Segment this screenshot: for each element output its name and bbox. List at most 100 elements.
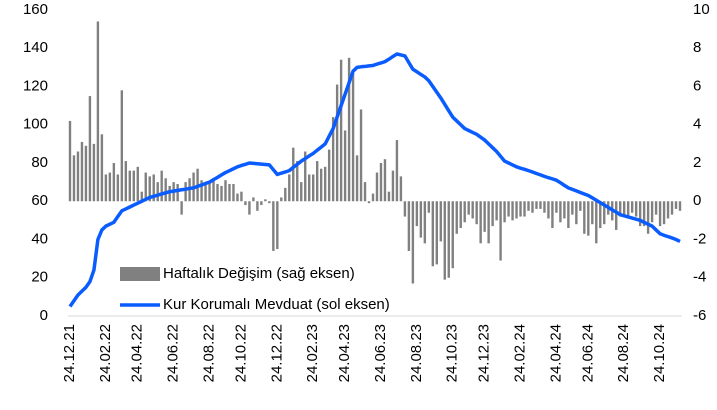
bar — [128, 170, 131, 202]
bar — [515, 201, 518, 219]
bar — [583, 201, 586, 234]
bar — [331, 117, 335, 202]
x-tick-label: 24.12.23 — [476, 324, 493, 382]
bar — [292, 147, 295, 202]
bar — [650, 201, 654, 223]
bar — [88, 96, 92, 202]
bar — [108, 172, 112, 202]
bar — [76, 151, 80, 202]
x-tick-label: 24.08.24 — [615, 324, 632, 382]
bar — [674, 201, 678, 209]
y2-tick-label: 0 — [693, 192, 701, 209]
bar — [152, 174, 155, 202]
y-tick-label: 100 — [23, 116, 48, 133]
bar — [399, 176, 403, 202]
bar — [68, 120, 72, 202]
bar — [148, 176, 151, 202]
bar — [168, 185, 171, 202]
bar — [176, 184, 179, 202]
bar — [268, 201, 271, 204]
bar — [367, 201, 371, 204]
y2-tick-label: 10 — [693, 1, 710, 18]
bar — [184, 182, 187, 202]
bar — [355, 155, 359, 202]
bar — [579, 201, 582, 211]
x-tick-label: 24.06.22 — [165, 324, 182, 382]
bar — [284, 187, 287, 202]
y-tick-label: 40 — [31, 230, 48, 247]
bar — [248, 201, 251, 215]
bar — [264, 199, 267, 202]
legend-swatch — [120, 267, 160, 281]
bar — [543, 201, 546, 213]
bar — [563, 201, 566, 219]
bar — [662, 201, 666, 225]
bar — [124, 161, 128, 202]
bar — [678, 201, 682, 211]
bar — [92, 143, 96, 202]
bar — [156, 182, 159, 202]
bar — [315, 161, 319, 202]
bar — [319, 168, 323, 202]
bar — [531, 201, 534, 213]
bar — [622, 201, 626, 215]
bar — [419, 201, 423, 238]
bar — [654, 201, 658, 215]
bar — [140, 191, 143, 202]
bar — [371, 193, 375, 202]
bar — [132, 170, 135, 202]
bar — [96, 21, 100, 202]
bar — [423, 201, 427, 244]
bar — [120, 90, 124, 202]
bar — [471, 201, 474, 219]
bar — [312, 174, 315, 202]
bar — [288, 174, 291, 202]
bar — [443, 201, 446, 280]
bar — [670, 201, 674, 215]
bar — [658, 201, 662, 227]
bar — [626, 201, 630, 217]
bar — [327, 149, 331, 202]
bar — [591, 201, 594, 225]
bar — [244, 201, 247, 206]
bar — [144, 172, 147, 202]
x-tick-label: 24.08.23 — [408, 324, 425, 382]
bar — [363, 182, 367, 202]
bar — [72, 155, 76, 202]
bar — [535, 201, 538, 209]
bar — [224, 180, 227, 202]
bar — [567, 201, 570, 229]
legend-label: Haftalık Değişim (sağ eksen) — [163, 265, 355, 282]
bar — [276, 201, 279, 250]
bar — [204, 184, 207, 202]
bar — [435, 201, 438, 265]
bar — [308, 174, 311, 202]
bar — [323, 166, 327, 202]
bar — [638, 201, 642, 227]
bar — [180, 201, 183, 215]
bar — [595, 201, 598, 244]
x-tick-label: 24.08.22 — [201, 324, 218, 382]
bar — [527, 201, 530, 211]
bar — [411, 201, 415, 284]
bar — [630, 201, 634, 213]
bar — [216, 184, 219, 202]
bar — [427, 201, 431, 213]
bar — [431, 201, 435, 267]
bar — [483, 201, 486, 232]
y-tick-label: 60 — [31, 192, 48, 209]
bar — [240, 191, 243, 202]
bar — [160, 170, 163, 202]
y2-tick-label: 8 — [693, 39, 701, 56]
x-tick-label: 24.04.24 — [547, 324, 564, 382]
bar — [555, 201, 558, 213]
bar — [232, 184, 235, 202]
bar — [634, 201, 638, 217]
bar — [228, 184, 231, 202]
x-tick-label: 24.02.24 — [511, 324, 528, 382]
bar — [619, 201, 622, 217]
bar — [475, 201, 478, 225]
bar — [296, 161, 299, 202]
bar — [539, 201, 542, 209]
bar — [272, 201, 275, 251]
